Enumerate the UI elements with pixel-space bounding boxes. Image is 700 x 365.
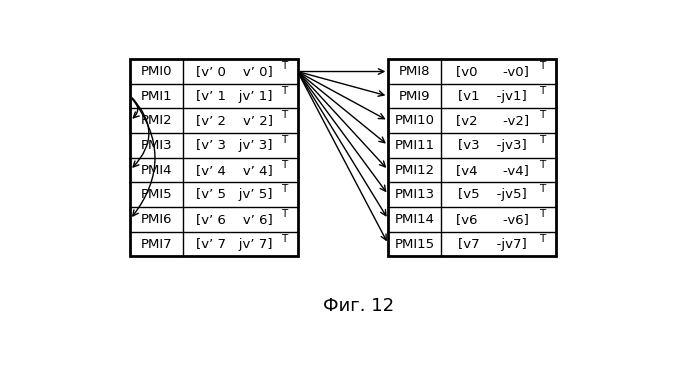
- Text: PMI11: PMI11: [395, 139, 435, 152]
- Text: T: T: [539, 135, 545, 145]
- Text: PMI3: PMI3: [141, 139, 172, 152]
- Text: [v’ 4    v’ 4]: [v’ 4 v’ 4]: [196, 164, 273, 177]
- Text: PMI7: PMI7: [141, 238, 172, 250]
- Text: T: T: [281, 160, 287, 170]
- Text: [v0      -v0]: [v0 -v0]: [456, 65, 529, 78]
- Bar: [389, 59, 556, 256]
- Text: [v1    -jv1]: [v1 -jv1]: [458, 90, 527, 103]
- Text: T: T: [539, 110, 545, 120]
- Text: T: T: [539, 86, 545, 96]
- Text: T: T: [539, 234, 545, 243]
- Text: PMI2: PMI2: [141, 114, 172, 127]
- Text: [v’ 7   jv’ 7]: [v’ 7 jv’ 7]: [196, 238, 273, 250]
- Text: T: T: [281, 184, 287, 194]
- Text: T: T: [539, 184, 545, 194]
- Text: [v’ 5   jv’ 5]: [v’ 5 jv’ 5]: [196, 188, 273, 201]
- Text: PMI9: PMI9: [399, 90, 430, 103]
- Text: [v5    -jv5]: [v5 -jv5]: [458, 188, 527, 201]
- Text: [v6      -v6]: [v6 -v6]: [456, 213, 529, 226]
- Text: PMI14: PMI14: [395, 213, 435, 226]
- Text: [v’ 6    v’ 6]: [v’ 6 v’ 6]: [196, 213, 273, 226]
- Text: Фиг. 12: Фиг. 12: [323, 297, 394, 315]
- Text: T: T: [281, 61, 287, 71]
- Text: [v’ 1   jv’ 1]: [v’ 1 jv’ 1]: [196, 90, 273, 103]
- Text: T: T: [281, 234, 287, 243]
- Text: PMI8: PMI8: [399, 65, 430, 78]
- Text: [v4      -v4]: [v4 -v4]: [456, 164, 529, 177]
- Text: [v’ 3   jv’ 3]: [v’ 3 jv’ 3]: [196, 139, 273, 152]
- Text: PMI0: PMI0: [141, 65, 172, 78]
- Text: PMI12: PMI12: [395, 164, 435, 177]
- Text: T: T: [539, 160, 545, 170]
- Text: PMI15: PMI15: [395, 238, 435, 250]
- Text: [v7    -jv7]: [v7 -jv7]: [458, 238, 527, 250]
- Text: PMI1: PMI1: [141, 90, 172, 103]
- Text: T: T: [281, 110, 287, 120]
- Text: T: T: [281, 209, 287, 219]
- Text: [v’ 0    v’ 0]: [v’ 0 v’ 0]: [196, 65, 273, 78]
- Text: T: T: [281, 135, 287, 145]
- Text: PMI5: PMI5: [141, 188, 172, 201]
- Text: PMI10: PMI10: [395, 114, 435, 127]
- Text: T: T: [539, 61, 545, 71]
- Text: PMI6: PMI6: [141, 213, 172, 226]
- Text: [v2      -v2]: [v2 -v2]: [456, 114, 529, 127]
- Text: PMI4: PMI4: [141, 164, 172, 177]
- Text: T: T: [281, 86, 287, 96]
- Text: PMI13: PMI13: [395, 188, 435, 201]
- Text: [v’ 2    v’ 2]: [v’ 2 v’ 2]: [196, 114, 273, 127]
- Text: [v3    -jv3]: [v3 -jv3]: [458, 139, 527, 152]
- Text: T: T: [539, 209, 545, 219]
- Bar: [130, 59, 298, 256]
